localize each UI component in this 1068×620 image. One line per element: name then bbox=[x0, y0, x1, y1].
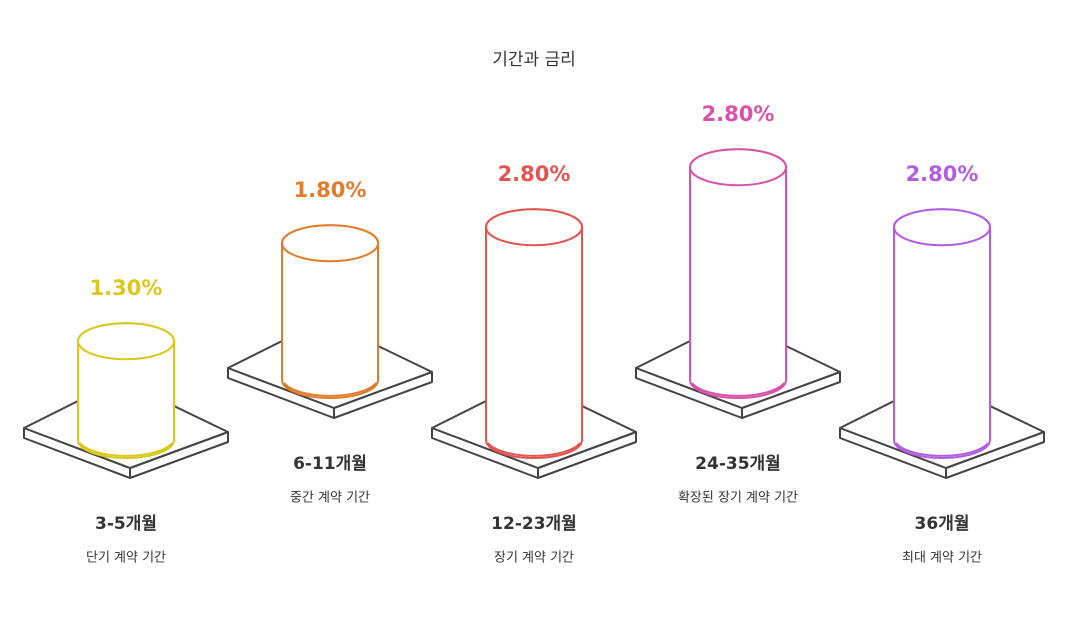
category-label: 6-11개월 bbox=[293, 454, 367, 474]
cylinder-top bbox=[281, 224, 379, 263]
cylinder-top bbox=[689, 148, 787, 187]
cylinder bbox=[689, 148, 787, 399]
category-label: 3-5개월 bbox=[95, 514, 157, 534]
cylinder-base bbox=[895, 442, 989, 457]
cylinder bbox=[485, 208, 583, 459]
value-label: 2.80% bbox=[498, 162, 571, 186]
description: 최대 계약 기간 bbox=[902, 551, 982, 566]
value-label: 1.80% bbox=[294, 178, 367, 202]
category-label: 12-23개월 bbox=[491, 514, 577, 534]
category-label: 24-35개월 bbox=[695, 454, 781, 474]
category-label: 36개월 bbox=[915, 514, 970, 534]
cylinder-base bbox=[487, 442, 581, 457]
value-label: 2.80% bbox=[702, 102, 775, 126]
value-label: 2.80% bbox=[906, 162, 979, 186]
value-label: 1.30% bbox=[90, 276, 163, 300]
cylinder bbox=[893, 208, 991, 459]
description: 확장된 장기 계약 기간 bbox=[678, 491, 798, 506]
cylinder-top bbox=[893, 208, 991, 247]
cylinder-base bbox=[79, 442, 173, 457]
cylinder-top bbox=[485, 208, 583, 247]
cylinder-top bbox=[77, 322, 175, 361]
description: 중간 계약 기간 bbox=[290, 491, 370, 506]
cylinder-base bbox=[283, 382, 377, 397]
cylinder-base bbox=[691, 382, 785, 397]
chart-title: 기간과 금리 bbox=[492, 50, 576, 70]
description: 단기 계약 기간 bbox=[86, 551, 166, 566]
description: 장기 계약 기간 bbox=[494, 551, 574, 566]
